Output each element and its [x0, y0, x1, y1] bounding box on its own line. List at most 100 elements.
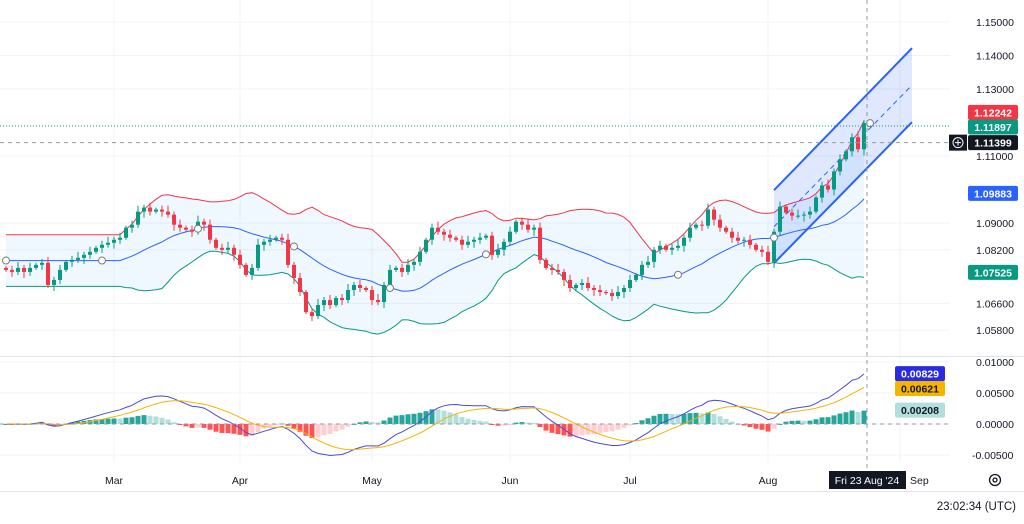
candle [250, 263, 254, 280]
candle-body [424, 239, 428, 252]
candle-body [814, 197, 818, 212]
candle [256, 238, 260, 271]
channel-lower-line [773, 121, 913, 264]
histogram-bar [543, 424, 549, 431]
candle-body [466, 241, 470, 245]
candle [478, 232, 482, 244]
macd-pane [0, 373, 950, 457]
candle-body [406, 264, 410, 272]
histogram-bar [129, 417, 135, 424]
candle-body [706, 209, 710, 226]
candle-body [454, 237, 458, 240]
histogram-bar [519, 422, 525, 424]
date-label-text: Fri 23 Aug '24 [835, 475, 900, 487]
candle-body [142, 207, 146, 212]
price-tick-label: 1.06600 [976, 298, 1014, 310]
histogram-bar [399, 415, 405, 424]
candle [442, 228, 446, 241]
candle-body [802, 214, 806, 216]
candle [298, 272, 302, 297]
signal-value-tag-bg [895, 380, 945, 396]
histogram-bar [741, 424, 747, 426]
candle [808, 206, 812, 219]
candle-body [658, 245, 662, 250]
candle-body [532, 227, 536, 230]
candle [514, 219, 518, 234]
candle [598, 284, 602, 297]
time-axis[interactable]: Mar Apr May Jun Jul Aug Sep Fri 23 Aug '24 [105, 471, 929, 489]
histogram-value-tag-bg [895, 402, 945, 418]
histogram-bar [297, 424, 303, 432]
histogram-bar [783, 421, 789, 424]
histogram-bar [75, 421, 81, 424]
candle-body [724, 227, 728, 232]
macd-tick-label: 0.00000 [976, 419, 1014, 431]
price-tick-label: 1.14000 [976, 51, 1014, 63]
histogram-bar [747, 424, 753, 428]
price-axis[interactable]: 1.15000 1.14000 1.13000 1.11000 1.09000 1.082… [972, 17, 1014, 462]
channel-upper-line [773, 47, 913, 191]
candle-body [244, 264, 248, 275]
candle-body [166, 211, 170, 215]
candle-body [124, 227, 128, 238]
candle-body [364, 287, 368, 290]
candle-body [238, 254, 242, 265]
candle-body [256, 244, 260, 268]
last-price-tag: 1.11897 [974, 122, 1012, 134]
candle [844, 149, 848, 162]
histogram-bar [711, 413, 717, 424]
candle-body [322, 300, 326, 306]
candle-body [208, 224, 212, 240]
candle-body [682, 237, 686, 246]
histogram-bar [165, 419, 171, 424]
candle [208, 219, 212, 244]
candle [646, 255, 650, 268]
crosshair-price-tag: 1.11399 [974, 138, 1012, 150]
candle-body [508, 231, 512, 242]
candle-body [634, 274, 638, 280]
candle [730, 227, 734, 243]
candle [472, 236, 476, 248]
candle [118, 232, 122, 244]
candle [526, 218, 530, 233]
histogram-bar [609, 424, 615, 432]
histogram-bar [243, 424, 249, 437]
candle-body [400, 267, 404, 272]
candle [724, 225, 728, 234]
histogram-bar [813, 419, 819, 424]
candle [10, 265, 14, 277]
candle [802, 211, 806, 222]
candle [190, 225, 194, 237]
candle-body [502, 241, 506, 250]
candle [652, 246, 656, 268]
histogram-bar [729, 421, 735, 424]
candle [556, 263, 560, 275]
histogram-bar [393, 415, 399, 424]
channel-mid-line [773, 84, 913, 228]
histogram-bar [183, 424, 189, 427]
histogram-bar [363, 421, 369, 424]
candle-body [670, 247, 674, 250]
histogram-bar [189, 424, 195, 428]
histogram-bar [795, 420, 801, 424]
parallel-channel[interactable] [773, 47, 913, 264]
candle-body [88, 251, 92, 255]
plus-circle-icon[interactable] [949, 134, 967, 151]
candle-body [304, 292, 308, 313]
candle-body [484, 235, 488, 238]
candle [340, 294, 344, 306]
histogram-bar [843, 412, 849, 424]
histogram-bar [765, 424, 771, 432]
histogram-bar [387, 417, 393, 424]
candle-body [862, 123, 866, 150]
histogram-bar [471, 419, 477, 424]
settings-icon[interactable] [988, 473, 1002, 487]
clock[interactable]: 23:02:34 (UTC) [936, 501, 1016, 513]
candle-body [694, 224, 698, 228]
high-price-tag-bg [968, 104, 1018, 120]
candle [124, 225, 128, 240]
crosshair-price-tag-bg [968, 135, 1018, 151]
histogram-bar [801, 420, 807, 424]
histogram-bar [219, 424, 225, 433]
